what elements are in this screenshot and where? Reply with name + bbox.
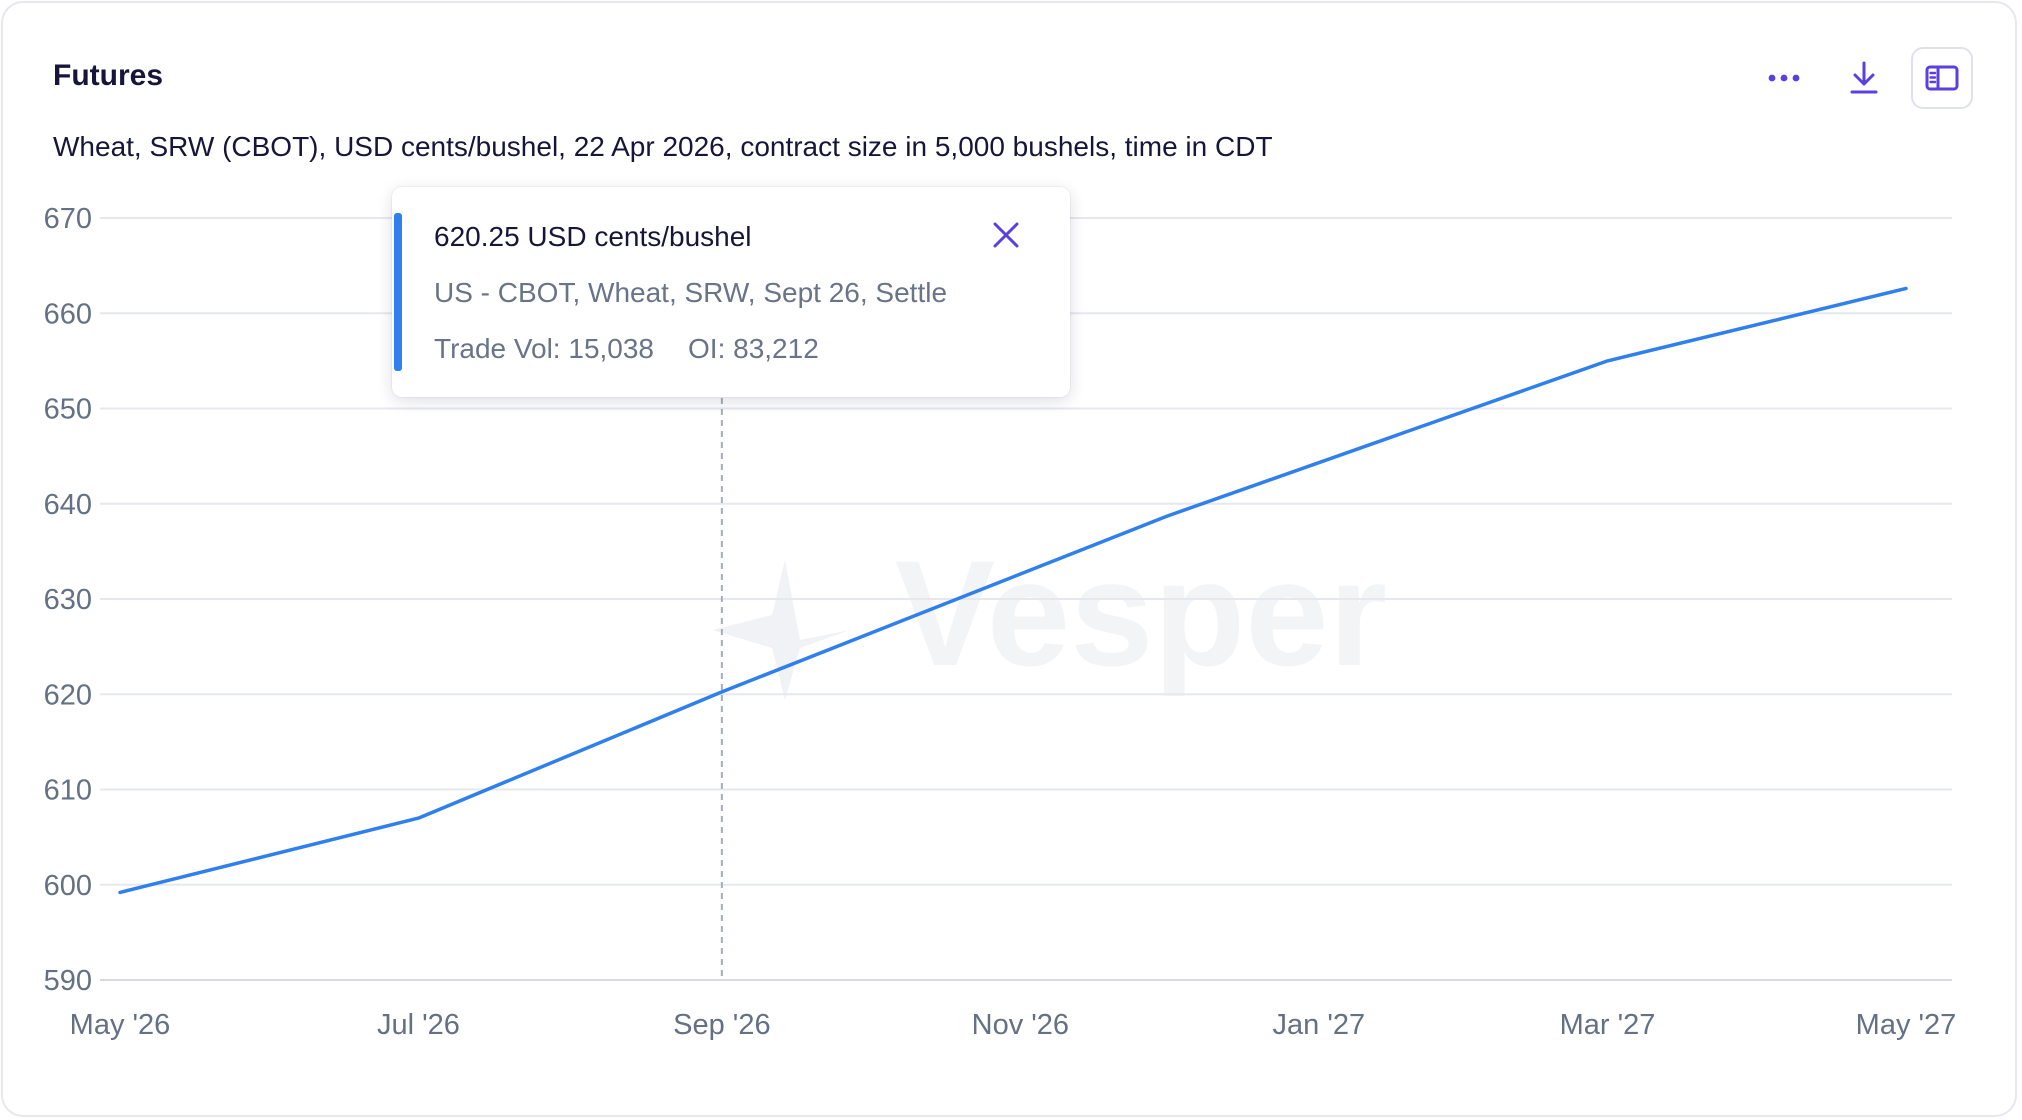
tooltip-open-interest: OI: 83,212 [688, 333, 819, 364]
download-button[interactable] [1833, 47, 1895, 109]
watermark-star-icon [712, 560, 850, 700]
chart-subtitle: Wheat, SRW (CBOT), USD cents/bushel, 22 … [53, 131, 1273, 162]
x-tick-label: May '27 [1856, 1009, 1957, 1041]
x-tick-label: Sep '26 [673, 1009, 770, 1041]
x-tick-label: Nov '26 [972, 1009, 1069, 1041]
data-tooltip: 620.25 USD cents/bushel US - CBOT, Wheat… [392, 187, 1070, 397]
tooltip-close-button[interactable] [988, 217, 1024, 253]
data-point[interactable] [714, 684, 730, 700]
y-tick-label: 650 [44, 394, 92, 426]
data-point[interactable] [1159, 508, 1175, 524]
y-tick-label: 590 [44, 965, 92, 997]
x-tick-label: Jul '26 [377, 1009, 460, 1041]
x-tick-label: Jan '27 [1273, 1009, 1366, 1041]
series-layer [112, 280, 1914, 900]
data-point[interactable] [1898, 280, 1914, 296]
x-tick-label: Mar '27 [1560, 1009, 1656, 1041]
data-point[interactable] [1600, 353, 1616, 369]
side-panel-icon [1925, 65, 1959, 91]
watermark-text: Vesper [895, 529, 1387, 697]
tooltip-trade-volume: Trade Vol: 15,038 [434, 333, 655, 364]
x-axis: May '26 Jul '26 Sep '26 Nov '26 Jan '27 Mar '… [70, 1009, 1957, 1041]
tooltip-stats: Trade Vol: 15,038 OI: 83,212 [434, 333, 819, 365]
data-point[interactable] [410, 810, 426, 826]
y-tick-label: 670 [44, 203, 92, 235]
watermark: Vesper [712, 529, 1387, 700]
more-options-button[interactable] [1753, 47, 1815, 109]
y-axis: 590 600 610 620 630 640 650 660 670 [44, 203, 92, 997]
tooltip-series-name: US - CBOT, Wheat, SRW, Sept 26, Settle [434, 277, 948, 308]
y-tick-label: 620 [44, 679, 92, 711]
y-tick-label: 660 [44, 298, 92, 330]
close-icon [993, 222, 1019, 248]
y-tick-label: 610 [44, 775, 92, 807]
series-line [118, 286, 1908, 895]
y-tick-label: 640 [44, 489, 92, 521]
data-point[interactable] [112, 884, 128, 900]
card-title: Futures [53, 59, 164, 92]
x-tick-label: May '26 [70, 1009, 171, 1041]
tooltip-value: 620.25 USD cents/bushel [434, 221, 752, 252]
tooltip-series-color [394, 213, 402, 371]
more-horizontal-icon [1768, 74, 1800, 82]
download-icon [1850, 61, 1878, 94]
toggle-side-panel-button[interactable] [1911, 47, 1973, 109]
y-tick-label: 630 [44, 584, 92, 616]
y-tick-label: 600 [44, 870, 92, 902]
